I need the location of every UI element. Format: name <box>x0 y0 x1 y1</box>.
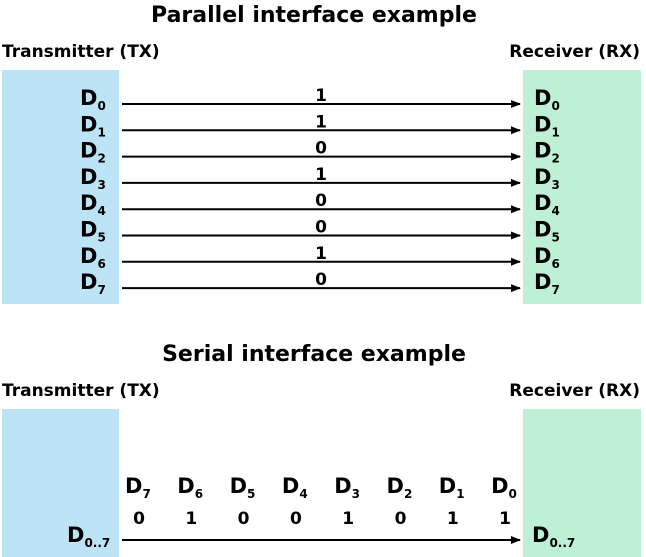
rx-signal-label: D0 <box>534 86 560 113</box>
parallel-line-3: D3 1 D3 <box>80 165 560 192</box>
serial-bit-label: D6 <box>177 474 203 501</box>
serial-bit-label: D4 <box>282 474 308 501</box>
serial-transmitter-box <box>2 409 119 557</box>
tx-signal-label: D6 <box>80 244 106 271</box>
parallel-bit-value: 1 <box>315 86 327 106</box>
tx-signal-label: D5 <box>80 218 106 245</box>
serial-tx-label: Transmitter (TX) <box>2 381 160 401</box>
rx-signal-label: D6 <box>534 244 560 271</box>
parallel-line-2: D2 0 D2 <box>80 139 560 166</box>
tx-signal-label: D2 <box>80 139 106 166</box>
serial-bit-label: D3 <box>334 474 360 501</box>
rx-signal-label: D1 <box>534 112 560 139</box>
parallel-bit-value: 1 <box>315 165 327 185</box>
serial-bit-label: D2 <box>387 474 413 501</box>
serial-tx-signal-label: D0..7 <box>67 523 110 550</box>
serial-title: Serial interface example <box>162 342 466 367</box>
rx-signal-label: D3 <box>534 165 560 192</box>
serial-rx-label: Receiver (RX) <box>509 381 640 401</box>
serial-bit-label: D7 <box>125 474 151 501</box>
parallel-bit-value: 1 <box>315 112 327 132</box>
tx-signal-label: D4 <box>80 191 106 218</box>
rx-signal-label: D4 <box>534 191 560 218</box>
serial-bit-1: D11 <box>439 474 465 529</box>
serial-bit-value: 0 <box>395 509 407 529</box>
parallel-bit-value: 1 <box>315 244 327 264</box>
serial-bit-label: D0 <box>491 474 517 501</box>
parallel-bit-value: 0 <box>315 191 327 211</box>
serial-bit-5: D50 <box>230 474 256 529</box>
parallel-line-4: D4 0 D4 <box>80 191 560 218</box>
serial-bit-value: 0 <box>133 509 145 529</box>
parallel-line-5: D5 0 D5 <box>80 218 560 245</box>
parallel-bit-value: 0 <box>315 218 327 238</box>
serial-bit-label: D5 <box>230 474 256 501</box>
rx-signal-label: D2 <box>534 139 560 166</box>
tx-signal-label: D7 <box>80 270 106 297</box>
serial-receiver-box <box>523 409 641 557</box>
serial-bit-7: D70 <box>125 474 151 529</box>
rx-signal-label: D7 <box>534 270 560 297</box>
parallel-line-6: D6 1 D6 <box>80 244 560 271</box>
serial-bit-6: D61 <box>177 474 203 529</box>
serial-bit-value: 0 <box>238 509 250 529</box>
serial-bit-4: D40 <box>282 474 308 529</box>
serial-bit-value: 1 <box>499 509 511 529</box>
serial-bit-value: 0 <box>290 509 302 529</box>
parallel-transmitter-box <box>2 70 119 304</box>
serial-rx-signal-label: D0..7 <box>532 523 575 550</box>
parallel-receiver-box <box>523 70 641 304</box>
serial-bit-label: D1 <box>439 474 465 501</box>
tx-signal-label: D3 <box>80 165 106 192</box>
parallel-line-0: D0 1 D0 <box>80 86 560 113</box>
rx-signal-label: D5 <box>534 218 560 245</box>
parallel-line-7: D7 0 D7 <box>80 270 560 297</box>
serial-bit-0: D01 <box>491 474 517 529</box>
serial-bit-2: D20 <box>387 474 413 529</box>
parallel-bit-value: 0 <box>315 270 327 290</box>
parallel-title: Parallel interface example <box>151 3 477 28</box>
parallel-tx-label: Transmitter (TX) <box>2 42 160 62</box>
tx-signal-label: D1 <box>80 112 106 139</box>
parallel-rx-label: Receiver (RX) <box>509 42 640 62</box>
serial-bit-value: 1 <box>447 509 459 529</box>
tx-signal-label: D0 <box>80 86 106 113</box>
parallel-line-1: D1 1 D1 <box>80 112 560 139</box>
serial-bit-value: 1 <box>342 509 354 529</box>
serial-bit-value: 1 <box>185 509 197 529</box>
parallel-bit-value: 0 <box>315 139 327 159</box>
serial-bit-3: D31 <box>334 474 360 529</box>
